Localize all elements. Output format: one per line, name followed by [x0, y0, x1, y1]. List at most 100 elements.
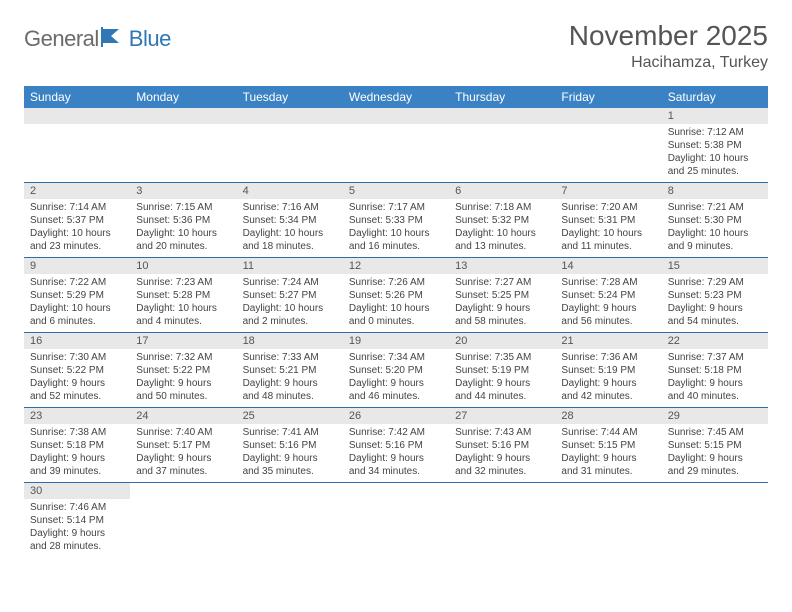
sunrise-line: Sunrise: 7:28 AM — [561, 276, 655, 289]
calendar-cell — [555, 108, 661, 183]
location: Hacihamza, Turkey — [569, 54, 768, 72]
calendar-cell: 28Sunrise: 7:44 AMSunset: 5:15 PMDayligh… — [555, 408, 661, 483]
day-number: 20 — [449, 333, 555, 349]
day-details: Sunrise: 7:21 AMSunset: 5:30 PMDaylight:… — [662, 199, 768, 257]
daylight-line: Daylight: 9 hours and 58 minutes. — [455, 302, 549, 328]
sunset-line: Sunset: 5:38 PM — [668, 139, 762, 152]
sunrise-line: Sunrise: 7:21 AM — [668, 201, 762, 214]
calendar-cell: 23Sunrise: 7:38 AMSunset: 5:18 PMDayligh… — [24, 408, 130, 483]
sunrise-line: Sunrise: 7:44 AM — [561, 426, 655, 439]
sunrise-line: Sunrise: 7:26 AM — [349, 276, 443, 289]
day-number — [555, 108, 661, 124]
sunset-line: Sunset: 5:16 PM — [243, 439, 337, 452]
day-details: Sunrise: 7:22 AMSunset: 5:29 PMDaylight:… — [24, 274, 130, 332]
daylight-line: Daylight: 10 hours and 2 minutes. — [243, 302, 337, 328]
day-details: Sunrise: 7:37 AMSunset: 5:18 PMDaylight:… — [662, 349, 768, 407]
logo: General Blue — [24, 26, 171, 52]
sunrise-line: Sunrise: 7:40 AM — [136, 426, 230, 439]
day-details: Sunrise: 7:34 AMSunset: 5:20 PMDaylight:… — [343, 349, 449, 407]
weekday-header: Tuesday — [237, 86, 343, 108]
day-details: Sunrise: 7:42 AMSunset: 5:16 PMDaylight:… — [343, 424, 449, 482]
day-number: 26 — [343, 408, 449, 424]
daylight-line: Daylight: 9 hours and 50 minutes. — [136, 377, 230, 403]
daylight-line: Daylight: 10 hours and 4 minutes. — [136, 302, 230, 328]
daylight-line: Daylight: 10 hours and 25 minutes. — [668, 152, 762, 178]
sunrise-line: Sunrise: 7:27 AM — [455, 276, 549, 289]
sunrise-line: Sunrise: 7:20 AM — [561, 201, 655, 214]
sunrise-line: Sunrise: 7:12 AM — [668, 126, 762, 139]
day-details: Sunrise: 7:45 AMSunset: 5:15 PMDaylight:… — [662, 424, 768, 482]
sunset-line: Sunset: 5:16 PM — [455, 439, 549, 452]
sunset-line: Sunset: 5:17 PM — [136, 439, 230, 452]
calendar-cell: 13Sunrise: 7:27 AMSunset: 5:25 PMDayligh… — [449, 258, 555, 333]
calendar-cell — [449, 108, 555, 183]
daylight-line: Daylight: 9 hours and 32 minutes. — [455, 452, 549, 478]
day-number — [237, 108, 343, 124]
daylight-line: Daylight: 9 hours and 35 minutes. — [243, 452, 337, 478]
sunset-line: Sunset: 5:26 PM — [349, 289, 443, 302]
day-number: 22 — [662, 333, 768, 349]
calendar-cell: 19Sunrise: 7:34 AMSunset: 5:20 PMDayligh… — [343, 333, 449, 408]
daylight-line: Daylight: 9 hours and 44 minutes. — [455, 377, 549, 403]
sunrise-line: Sunrise: 7:45 AM — [668, 426, 762, 439]
sunset-line: Sunset: 5:32 PM — [455, 214, 549, 227]
day-number: 30 — [24, 483, 130, 499]
day-number: 21 — [555, 333, 661, 349]
daylight-line: Daylight: 9 hours and 54 minutes. — [668, 302, 762, 328]
sunset-line: Sunset: 5:20 PM — [349, 364, 443, 377]
calendar-cell — [237, 108, 343, 183]
weekday-header: Saturday — [662, 86, 768, 108]
calendar-cell — [555, 483, 661, 558]
day-number — [449, 108, 555, 124]
sunset-line: Sunset: 5:28 PM — [136, 289, 230, 302]
sunrise-line: Sunrise: 7:38 AM — [30, 426, 124, 439]
calendar-row: 30Sunrise: 7:46 AMSunset: 5:14 PMDayligh… — [24, 483, 768, 558]
calendar-cell — [449, 483, 555, 558]
sunset-line: Sunset: 5:37 PM — [30, 214, 124, 227]
sunset-line: Sunset: 5:34 PM — [243, 214, 337, 227]
day-number: 17 — [130, 333, 236, 349]
sunset-line: Sunset: 5:15 PM — [561, 439, 655, 452]
daylight-line: Daylight: 10 hours and 0 minutes. — [349, 302, 443, 328]
calendar-cell: 15Sunrise: 7:29 AMSunset: 5:23 PMDayligh… — [662, 258, 768, 333]
calendar-cell: 12 Sunrise: 7:26 AMSunset: 5:26 PMDayligh… — [343, 258, 449, 333]
calendar-cell: 9Sunrise: 7:22 AMSunset: 5:29 PMDaylight… — [24, 258, 130, 333]
sunrise-line: Sunrise: 7:29 AM — [668, 276, 762, 289]
daylight-line: Daylight: 9 hours and 42 minutes. — [561, 377, 655, 403]
calendar-row: 9Sunrise: 7:22 AMSunset: 5:29 PMDaylight… — [24, 258, 768, 333]
day-details: Sunrise: 7:23 AMSunset: 5:28 PMDaylight:… — [130, 274, 236, 332]
calendar-cell: 29Sunrise: 7:45 AMSunset: 5:15 PMDayligh… — [662, 408, 768, 483]
sunset-line: Sunset: 5:23 PM — [668, 289, 762, 302]
day-number: 18 — [237, 333, 343, 349]
daylight-line: Daylight: 9 hours and 56 minutes. — [561, 302, 655, 328]
calendar-cell: 4Sunrise: 7:16 AMSunset: 5:34 PMDaylight… — [237, 183, 343, 258]
day-number: 25 — [237, 408, 343, 424]
daylight-line: Daylight: 10 hours and 23 minutes. — [30, 227, 124, 253]
day-number — [24, 108, 130, 124]
day-number — [343, 108, 449, 124]
daylight-line: Daylight: 10 hours and 11 minutes. — [561, 227, 655, 253]
sunrise-line: Sunrise: 7:33 AM — [243, 351, 337, 364]
sunset-line: Sunset: 5:30 PM — [668, 214, 762, 227]
day-details: Sunrise: 7:33 AMSunset: 5:21 PMDaylight:… — [237, 349, 343, 407]
daylight-line: Daylight: 10 hours and 18 minutes. — [243, 227, 337, 253]
sunrise-line: Sunrise: 7:32 AM — [136, 351, 230, 364]
weekday-header: Sunday — [24, 86, 130, 108]
sunset-line: Sunset: 5:19 PM — [561, 364, 655, 377]
calendar-cell: 25Sunrise: 7:41 AMSunset: 5:16 PMDayligh… — [237, 408, 343, 483]
sunrise-line: Sunrise: 7:36 AM — [561, 351, 655, 364]
sunset-line: Sunset: 5:27 PM — [243, 289, 337, 302]
day-number: 12 — [343, 258, 449, 274]
daylight-line: Daylight: 9 hours and 39 minutes. — [30, 452, 124, 478]
calendar-cell: 22Sunrise: 7:37 AMSunset: 5:18 PMDayligh… — [662, 333, 768, 408]
day-details: Sunrise: 7:40 AMSunset: 5:17 PMDaylight:… — [130, 424, 236, 482]
day-details: Sunrise: 7:12 AMSunset: 5:38 PMDaylight:… — [662, 124, 768, 182]
sunset-line: Sunset: 5:25 PM — [455, 289, 549, 302]
sunrise-line: Sunrise: 7:42 AM — [349, 426, 443, 439]
calendar-cell — [130, 108, 236, 183]
daylight-line: Daylight: 10 hours and 13 minutes. — [455, 227, 549, 253]
day-details: Sunrise: 7:29 AMSunset: 5:23 PMDaylight:… — [662, 274, 768, 332]
calendar-cell: 14Sunrise: 7:28 AMSunset: 5:24 PMDayligh… — [555, 258, 661, 333]
calendar-cell: 20Sunrise: 7:35 AMSunset: 5:19 PMDayligh… — [449, 333, 555, 408]
day-number: 27 — [449, 408, 555, 424]
